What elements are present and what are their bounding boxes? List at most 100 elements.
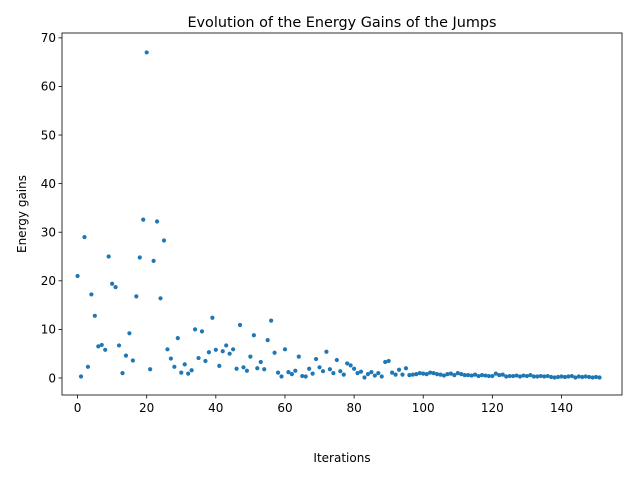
x-axis-label: Iterations <box>313 451 370 465</box>
scatter-point <box>524 373 530 379</box>
scatter-point <box>103 347 108 352</box>
scatter-point <box>331 371 336 376</box>
scatter-point <box>106 254 111 259</box>
scatter-point <box>421 371 426 376</box>
scatter-point <box>428 370 433 375</box>
scatter-point <box>459 372 464 377</box>
scatter-point <box>476 373 481 379</box>
scatter-point <box>227 351 232 356</box>
scatter-point <box>396 367 402 372</box>
scatter-point <box>272 350 277 355</box>
scatter-point <box>583 374 588 379</box>
scatter-point <box>438 372 443 377</box>
scatter-point <box>410 372 415 377</box>
y-axis-ticks: 0 10 20 30 40 50 60 70 <box>41 31 62 385</box>
chart-title: Evolution of the Energy Gains of the Jum… <box>187 15 496 31</box>
scatter-point <box>372 373 377 378</box>
scatter-point <box>545 373 550 379</box>
scatter-point <box>78 374 84 379</box>
scatter-point <box>186 371 191 376</box>
scatter-point <box>393 372 398 377</box>
scatter-point <box>234 366 239 371</box>
x-tick-label: 20 <box>139 401 154 415</box>
scatter-point <box>365 372 371 377</box>
scatter-point <box>483 373 488 378</box>
scatter-point <box>244 368 250 373</box>
scatter-point <box>500 372 505 377</box>
scatter-point <box>511 373 516 379</box>
scatter-point <box>400 372 405 377</box>
axes-frame <box>61 32 623 396</box>
scatter-point <box>324 349 329 354</box>
scatter-point <box>417 371 422 376</box>
scatter-point <box>320 369 326 374</box>
y-tick-label: 40 <box>41 177 56 191</box>
scatter-point <box>362 375 367 380</box>
scatter-point <box>407 372 412 378</box>
scatter-point <box>127 331 132 336</box>
scatter-point <box>137 255 142 260</box>
scatter-point <box>317 365 322 370</box>
scatter-point <box>199 329 205 334</box>
y-tick-label: 50 <box>41 128 56 142</box>
scatter-point <box>355 371 360 376</box>
scatter-point <box>573 375 578 380</box>
scatter-point <box>151 258 156 263</box>
scatter-point <box>517 374 523 379</box>
scatter-point <box>455 371 460 376</box>
scatter-point <box>168 356 173 361</box>
x-tick-label: 40 <box>208 401 223 415</box>
scatter-point <box>376 371 381 376</box>
scatter-point <box>82 234 87 240</box>
scatter-point <box>213 347 218 352</box>
scatter-point <box>521 373 526 378</box>
scatter-point <box>390 370 395 375</box>
y-tick-label: 0 <box>48 371 56 385</box>
y-tick-label: 70 <box>41 31 56 45</box>
x-tick-label: 0 <box>74 401 82 415</box>
scatter-point <box>445 372 450 377</box>
scatter-point <box>237 322 243 328</box>
scatter-point <box>154 219 160 224</box>
scatter-point <box>310 371 315 376</box>
scatter-point <box>538 373 543 379</box>
scatter-point <box>220 349 225 354</box>
scatter-point <box>590 375 595 380</box>
scatter-point <box>85 364 91 369</box>
y-tick-label: 30 <box>41 226 56 240</box>
y-axis-label: Energy gains <box>15 175 29 253</box>
scatter-point <box>206 350 212 355</box>
scatter-point <box>452 372 457 378</box>
x-tick-label: 120 <box>481 401 504 415</box>
scatter-point <box>462 372 467 378</box>
scatter-point <box>189 368 194 373</box>
scatter-point <box>96 344 101 349</box>
scatter-point <box>472 372 478 377</box>
scatter-point <box>549 374 554 380</box>
y-tick-label: 60 <box>41 80 56 94</box>
scatter-point <box>383 359 388 365</box>
scatter-point <box>116 343 122 348</box>
scatter-point <box>130 358 135 363</box>
scatter-point <box>386 358 391 364</box>
scatter-point <box>258 359 263 365</box>
scatter-point <box>358 369 364 374</box>
scatter-point <box>262 367 267 372</box>
scatter-point <box>217 363 222 368</box>
scatter-point <box>424 372 429 377</box>
scatter-point <box>528 372 533 378</box>
scatter-point <box>120 371 125 376</box>
scatter-point <box>497 372 502 378</box>
points-layer <box>75 50 602 380</box>
scatter-point <box>552 375 557 380</box>
scatter-point <box>158 296 163 301</box>
scatter-point <box>479 372 485 378</box>
x-tick-label: 100 <box>412 401 435 415</box>
scatter-point <box>289 372 294 377</box>
scatter-point <box>587 374 592 380</box>
scatter-point <box>123 353 129 358</box>
x-tick-label: 140 <box>550 401 573 415</box>
scatter-point <box>303 374 308 379</box>
scatter-point <box>182 362 187 367</box>
